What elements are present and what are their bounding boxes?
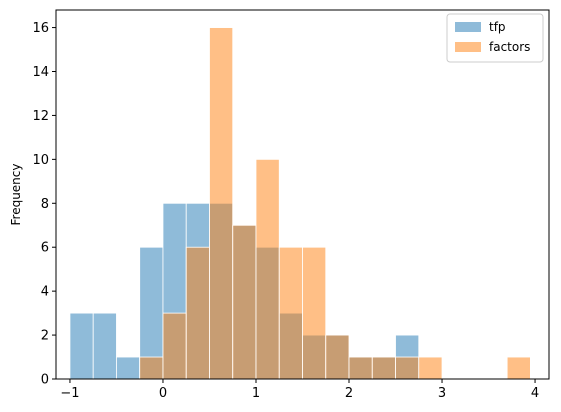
bar-factors-0 [139,356,164,380]
plot-frame [55,9,550,380]
x-tick-label: 3 [438,386,446,401]
x-tick-label: 4 [531,386,539,401]
bar-factors-5 [255,158,280,380]
legend-label-factors: factors [489,40,530,54]
x-tick-label: 2 [345,386,353,401]
bar-tfp-2 [116,356,141,380]
bar-factors-13 [506,356,531,380]
bar-factors-9 [348,356,373,380]
y-tick-label: 2 [41,329,49,344]
bar-factors-3 [209,27,234,380]
bar-factors-1 [162,312,187,380]
y-tick-label: 16 [32,21,49,36]
y-tick-label: 6 [41,241,49,256]
y-tick-label: 10 [32,153,49,168]
y-tick-label: 14 [32,65,49,80]
y-tick-label: 0 [41,373,49,388]
bar-factors-6 [278,246,303,380]
x-axis: −1 0 1 2 3 4 [60,379,539,401]
legend-label-tfp: tfp [489,20,506,34]
x-tick-label: 1 [252,386,260,401]
legend-swatch-factors [455,42,481,52]
bar-tfp-1 [92,312,117,380]
legend-swatch-tfp [455,22,481,32]
y-axis: 0 2 4 6 8 10 12 14 16 [32,21,56,388]
bars-layer [69,27,531,380]
legend: tfp factors [446,13,544,63]
bar-tfp-0 [69,312,94,380]
y-tick-label: 4 [41,285,49,300]
y-tick-label: 8 [41,197,49,212]
bar-factors-8 [325,334,350,380]
y-tick-label: 12 [32,109,49,124]
x-tick-label: 0 [159,386,167,401]
y-axis-label: Frequency [9,164,23,226]
bar-factors-12 [418,356,443,380]
bar-factors-10 [371,356,396,380]
bar-factors-2 [185,246,210,380]
bar-factors-4 [232,224,257,380]
bar-factors-11 [395,356,420,380]
x-tick-label: −1 [60,386,79,401]
bar-factors-7 [302,246,327,380]
